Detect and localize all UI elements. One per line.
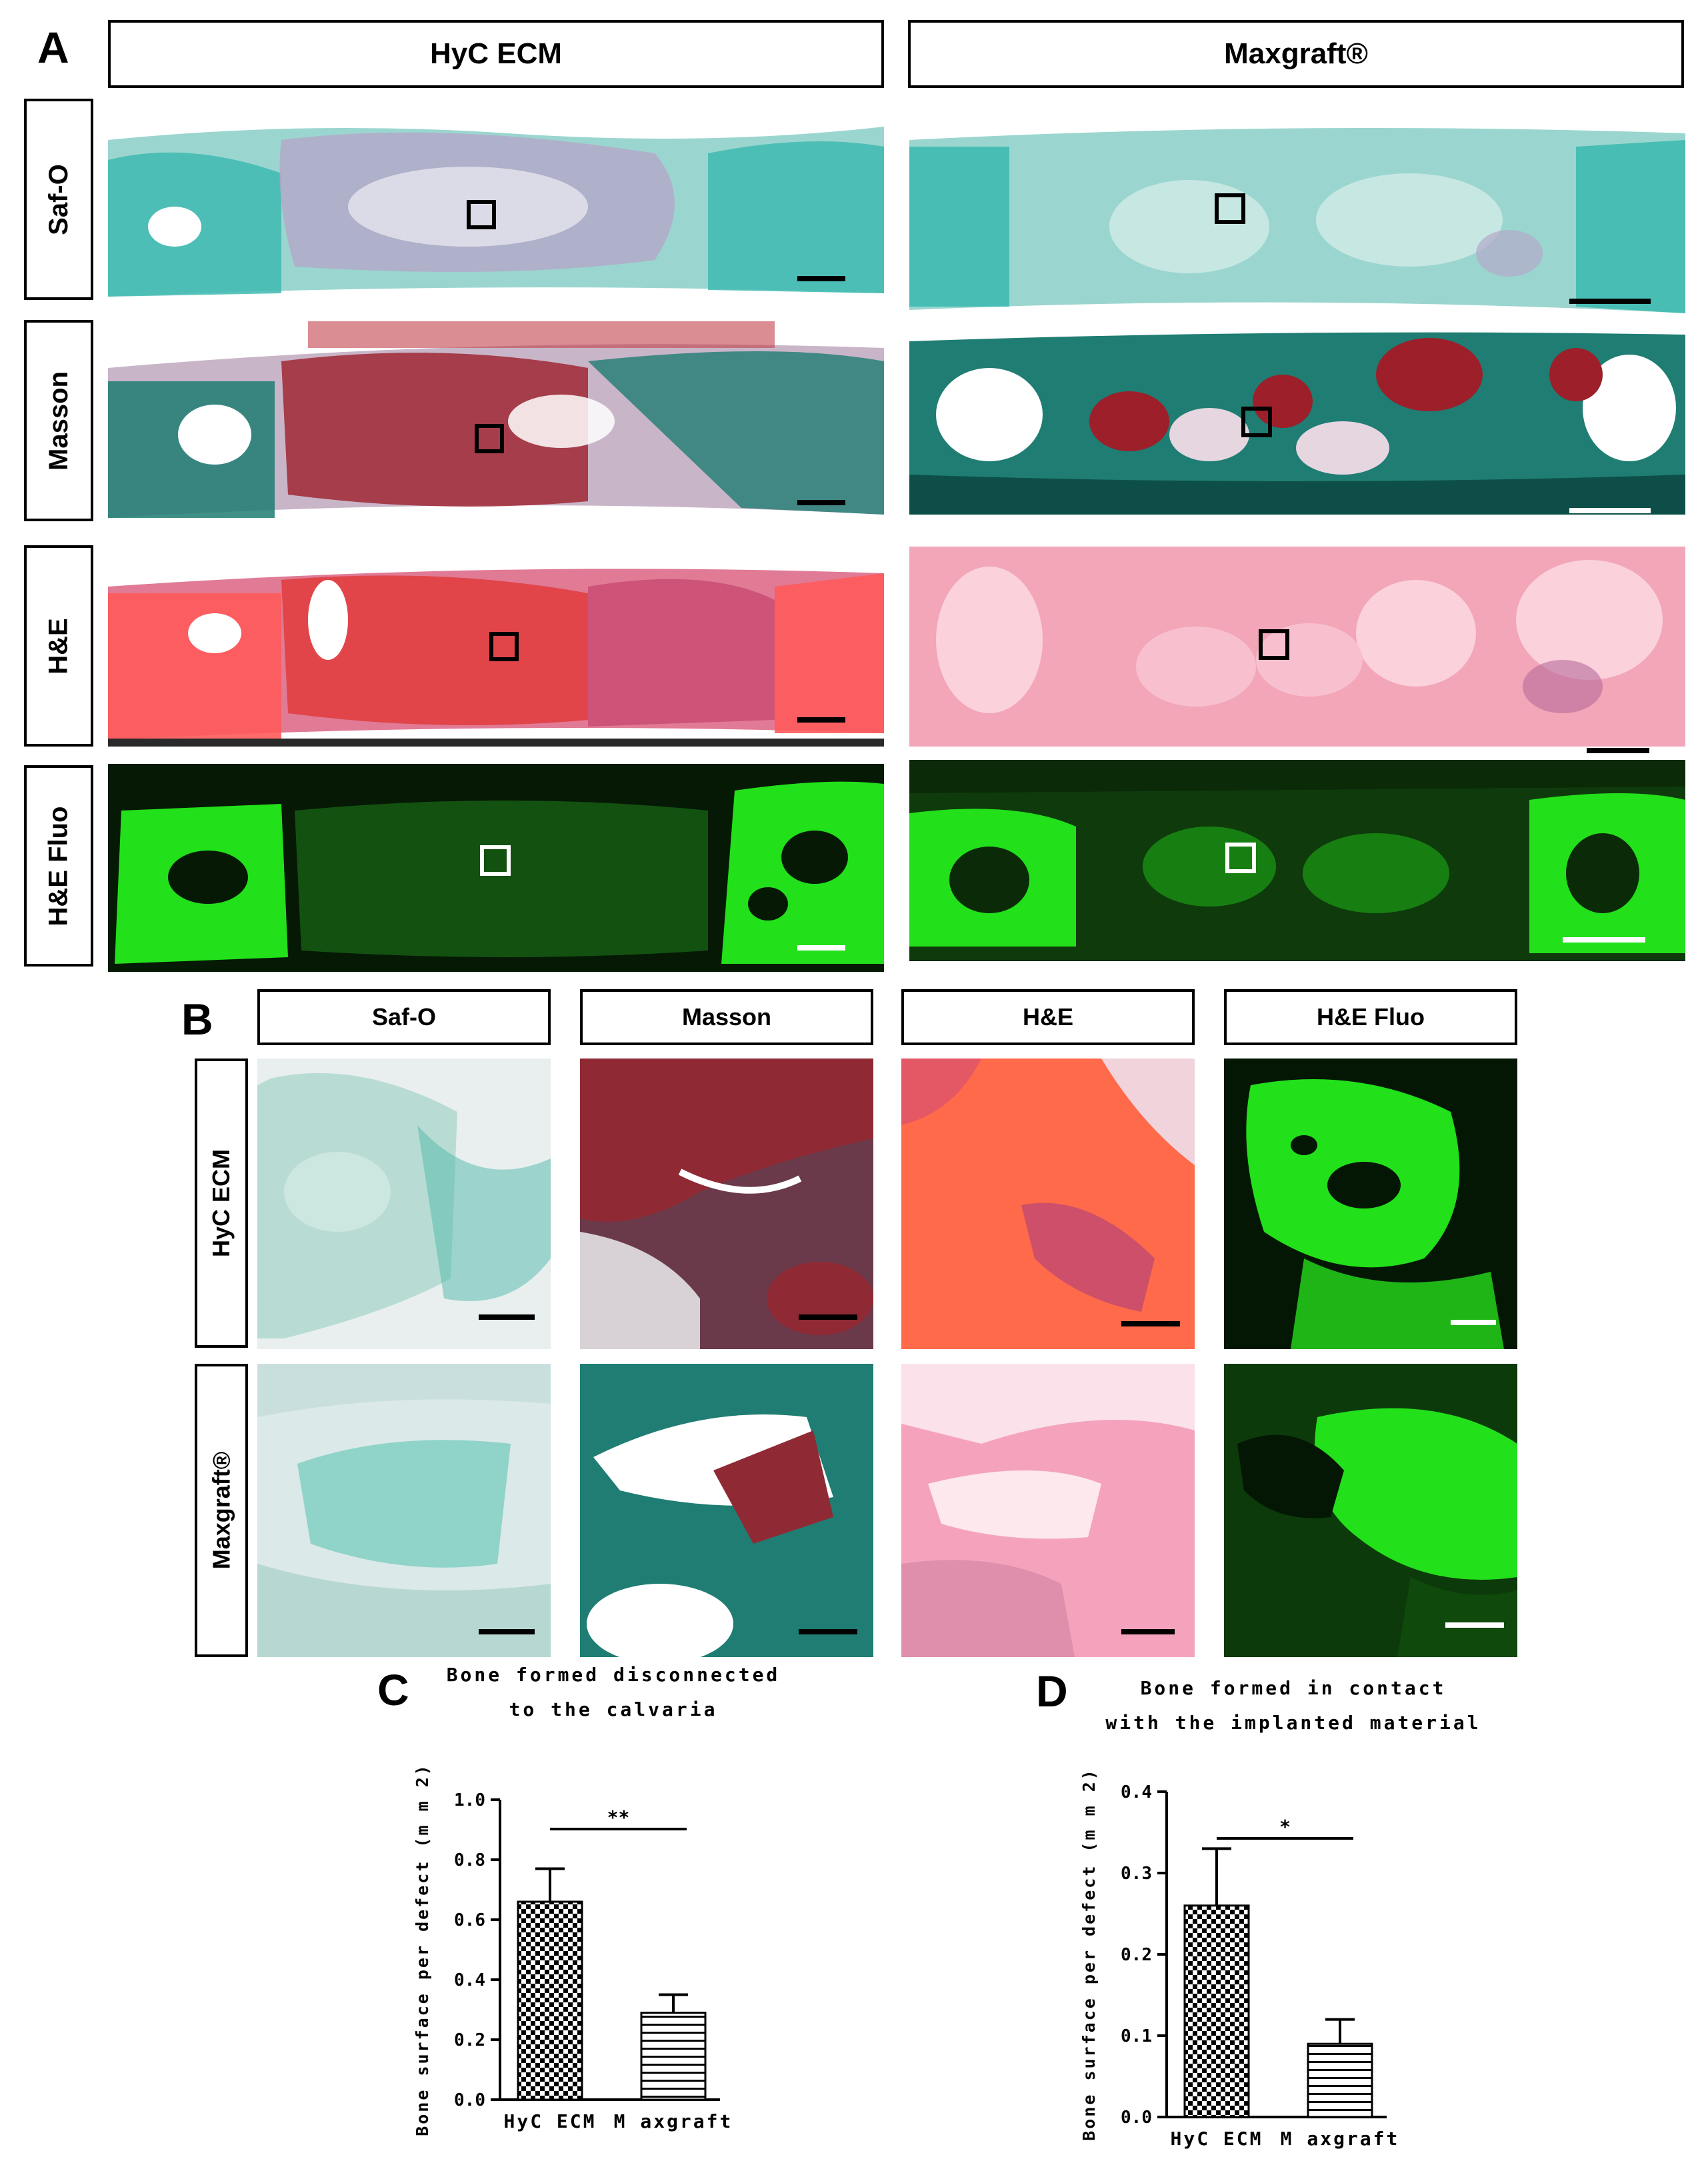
- panel-d-title-line2: with the implanted material: [1105, 1712, 1481, 1734]
- x-tick-label: HyC ECM: [1170, 2128, 1263, 2150]
- y-tick-label: 0.1: [1121, 2026, 1152, 2046]
- row-label-text: HyC ECM: [207, 1148, 235, 1258]
- panel-a-row-masson: Masson: [24, 320, 93, 521]
- scale-bar: [797, 500, 845, 505]
- scale-bar: [1121, 1629, 1175, 1634]
- bar: [1307, 2042, 1373, 2118]
- scale-bar: [1451, 1320, 1496, 1325]
- x-tick-label: M axgraft: [614, 2110, 733, 2132]
- row-label-text: H&E Fluo: [43, 806, 73, 926]
- zoom-masson-hyc: [580, 1059, 873, 1349]
- histology-he-hyc: [108, 547, 884, 747]
- scale-bar: [1563, 937, 1645, 943]
- panel-d-title-line1: Bone formed in contact: [1140, 1677, 1447, 1699]
- panel-c-title-line1: Bone formed disconnected: [446, 1664, 781, 1686]
- y-tick-label: 0.6: [454, 1910, 485, 1930]
- panel-a-header-maxgraft: Maxgraft®: [908, 20, 1684, 88]
- panel-b-header-safo: Saf-O: [257, 989, 551, 1045]
- histology-safo-maxgraft: [909, 100, 1685, 320]
- panel-a-row-he: H&E: [24, 545, 93, 747]
- roi-box: [1241, 407, 1272, 437]
- scale-bar: [1445, 1622, 1504, 1628]
- panel-b-row-maxgraft: Maxgraft®: [195, 1364, 248, 1657]
- panel-a-letter: A: [37, 23, 69, 72]
- panel-c-title-line2: to the calvaria: [509, 1698, 718, 1720]
- y-tick-label: 0.0: [1121, 2108, 1152, 2128]
- row-label-text: Saf-O: [43, 163, 73, 235]
- zoom-he-maxgraft: [901, 1364, 1195, 1657]
- roi-box: [467, 200, 496, 229]
- roi-box: [489, 632, 519, 661]
- histology-safo-hyc: [108, 100, 884, 301]
- significance-marker: *: [1279, 1816, 1291, 1838]
- panel-a-row-hefluo: H&E Fluo: [24, 765, 93, 967]
- scale-bar: [1587, 748, 1649, 753]
- histology-masson-maxgraft: [909, 321, 1685, 521]
- y-tick-label: 1.0: [454, 1790, 485, 1810]
- row-label-text: Masson: [43, 371, 73, 471]
- panel-b-row-hyc: HyC ECM: [195, 1059, 248, 1348]
- y-tick-label: 0.0: [454, 2090, 485, 2110]
- roi-box: [1225, 843, 1256, 873]
- y-tick-label: 0.2: [1121, 1945, 1152, 1965]
- x-tick-label: HyC ECM: [503, 2110, 596, 2132]
- histology-he-maxgraft: [909, 533, 1685, 756]
- zoom-hefluo-hyc: [1224, 1059, 1517, 1349]
- roi-box: [1215, 193, 1245, 224]
- y-tick-label: 0.8: [454, 1850, 485, 1870]
- histology-hefluo-hyc: [108, 764, 884, 972]
- scale-bar: [797, 717, 845, 723]
- panel-a-header-hyc: HyC ECM: [108, 20, 884, 88]
- y-tick-label: 0.4: [454, 1970, 485, 1990]
- histology-hefluo-maxgraft: [909, 760, 1685, 961]
- row-label-text: Maxgraft®: [207, 1451, 235, 1570]
- zoom-safo-hyc: [257, 1059, 551, 1349]
- histology-masson-hyc: [108, 321, 884, 523]
- scale-bar: [479, 1314, 535, 1320]
- zoom-hefluo-maxgraft: [1224, 1364, 1517, 1657]
- panel-b-header-masson: Masson: [580, 989, 873, 1045]
- bar: [1183, 1904, 1250, 2118]
- panel-b-header-he: H&E: [901, 989, 1195, 1045]
- y-tick-label: 0.2: [454, 2030, 485, 2050]
- panel-c-letter: C: [377, 1665, 409, 1714]
- scale-bar: [1121, 1321, 1180, 1326]
- scale-bar: [1569, 299, 1651, 304]
- panel-b-letter: B: [181, 995, 213, 1044]
- significance-marker: **: [607, 1806, 630, 1828]
- y-tick-label: 0.4: [1121, 1782, 1152, 1802]
- zoom-safo-maxgraft: [257, 1364, 551, 1657]
- y-tick-label: 0.3: [1121, 1864, 1152, 1884]
- scale-bar: [799, 1314, 857, 1320]
- scale-bar: [797, 276, 845, 281]
- panel-b-header-hefluo: H&E Fluo: [1224, 989, 1517, 1045]
- chart-c: 0.0 0.2 0.4 0.6 0.8 1.0 Bone surface per defec…: [413, 1763, 733, 2136]
- bar: [640, 2012, 707, 2101]
- scale-bar: [797, 945, 845, 951]
- x-tick-label: M axgraft: [1281, 2128, 1400, 2150]
- bar: [517, 1900, 583, 2101]
- y-axis-label: Bone surface per defect (m m 2): [413, 1763, 432, 2136]
- roi-box: [475, 424, 504, 453]
- y-axis-label: Bone surface per defect (m m 2): [1079, 1768, 1099, 2141]
- zoom-he-hyc: [901, 1059, 1195, 1349]
- panel-d-letter: D: [1036, 1666, 1068, 1716]
- scale-bar: [1569, 508, 1651, 513]
- scale-bar: [799, 1629, 857, 1634]
- chart-d: 0.0 0.1 0.2 0.3 0.4 Bone surface per defect (…: [1079, 1768, 1400, 2150]
- scale-bar: [479, 1629, 535, 1634]
- panel-a-row-safo: Saf-O: [24, 99, 93, 300]
- roi-box: [1259, 629, 1289, 660]
- row-label-text: H&E: [43, 617, 73, 675]
- roi-box: [480, 845, 511, 876]
- zoom-masson-maxgraft: [580, 1364, 873, 1657]
